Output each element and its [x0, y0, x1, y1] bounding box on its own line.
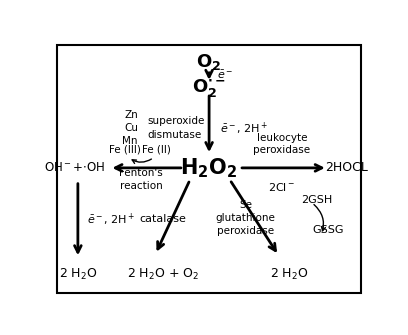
Text: $\bar{e}^-$, 2H$^+$: $\bar{e}^-$, 2H$^+$ — [87, 211, 136, 227]
Text: 2 H$_2$O: 2 H$_2$O — [271, 267, 309, 282]
Text: $\mathbf{O_2}$: $\mathbf{O_2}$ — [197, 52, 222, 72]
Text: $\bar{e}^-$, 2H$^+$: $\bar{e}^-$, 2H$^+$ — [220, 121, 269, 137]
Text: 2 H$_2$O: 2 H$_2$O — [59, 267, 97, 282]
Text: superoxide
dismutase: superoxide dismutase — [147, 116, 205, 139]
Text: Zn
Cu
Mn: Zn Cu Mn — [122, 110, 138, 146]
Text: $\mathbf{H_2O_2}$: $\mathbf{H_2O_2}$ — [180, 156, 238, 180]
Text: $\mathbf{O_2^{\cdot -}}$: $\mathbf{O_2^{\cdot -}}$ — [192, 77, 226, 99]
Text: GSSG: GSSG — [312, 225, 344, 235]
Text: Fenton's
reaction: Fenton's reaction — [119, 168, 163, 191]
Text: Fe (III): Fe (III) — [109, 145, 141, 155]
Text: catalase: catalase — [140, 214, 187, 224]
Text: leukocyte
peroxidase: leukocyte peroxidase — [253, 133, 310, 155]
Text: 2Cl$^-$: 2Cl$^-$ — [268, 181, 295, 193]
Text: 2 H$_2$O + O$_2$: 2 H$_2$O + O$_2$ — [127, 267, 200, 282]
Text: OH$^-$+$\cdot$OH: OH$^-$+$\cdot$OH — [44, 161, 105, 175]
Text: 2HOCL: 2HOCL — [325, 161, 368, 175]
Text: 2GSH: 2GSH — [301, 195, 332, 205]
Text: Fe (II): Fe (II) — [142, 145, 171, 155]
Text: Se
glutathione
peroxidase: Se glutathione peroxidase — [215, 200, 275, 237]
Text: $\bar{e}^-$: $\bar{e}^-$ — [217, 69, 233, 81]
